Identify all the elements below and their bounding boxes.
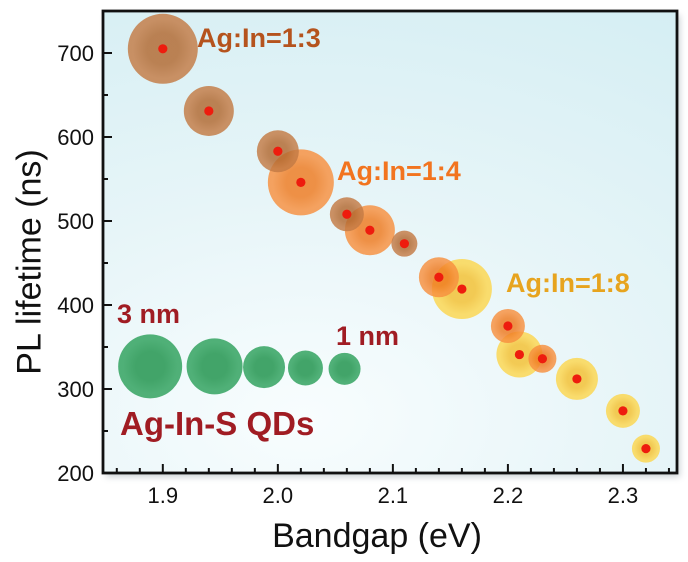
data-point-dot xyxy=(296,177,306,187)
x-tick-label: 1.9 xyxy=(148,483,179,508)
data-point-dot xyxy=(572,374,582,384)
size-legend-bubble xyxy=(287,350,323,386)
data-point-dots xyxy=(158,44,651,454)
size-legend-bubble xyxy=(243,346,286,389)
size-legend-label-1nm: 1 nm xyxy=(336,321,400,351)
data-point-dot xyxy=(204,106,214,116)
data-point-dot xyxy=(618,406,628,416)
series-label-ag-in-1-4: Ag:In=1:4 xyxy=(337,156,461,186)
data-point-dot xyxy=(342,209,352,219)
data-point-dot xyxy=(457,284,467,294)
data-point-dot xyxy=(537,354,548,364)
x-tick-label: 2.3 xyxy=(608,483,639,508)
series-label-ag-in-1-8: Ag:In=1:8 xyxy=(506,268,630,298)
size-legend-bubble xyxy=(118,334,183,399)
y-tick-label: 700 xyxy=(57,41,94,66)
x-tick-label: 2.1 xyxy=(378,483,409,508)
data-point-dot xyxy=(399,239,409,249)
size-legend-bubble xyxy=(186,338,243,395)
size-legend-bubble xyxy=(328,352,361,385)
plot-frame xyxy=(101,9,679,475)
data-bubbles xyxy=(118,13,660,463)
x-axis-title: Bandgap (eV) xyxy=(272,517,482,555)
y-axis-title: PL lifetime (ns) xyxy=(10,149,49,375)
x-tick-label: 2.2 xyxy=(493,483,524,508)
data-point-dot xyxy=(158,44,168,54)
y-tick-label: 400 xyxy=(57,293,94,318)
data-point-dot xyxy=(273,146,283,156)
caption-ag-in-s-qds: Ag-In-S QDs xyxy=(120,405,315,442)
data-point-dot xyxy=(434,272,444,282)
y-tick-label: 500 xyxy=(57,209,94,234)
data-point-dot xyxy=(514,349,525,360)
y-tick-labels: 200 300 400 500 600 700 xyxy=(57,41,94,486)
y-tick-label: 300 xyxy=(57,377,94,402)
x-tick-labels: 1.9 2.0 2.1 2.2 2.3 xyxy=(148,483,639,508)
data-point-dot xyxy=(365,225,375,235)
size-legend-label-3nm: 3 nm xyxy=(117,299,181,329)
data-point-dot xyxy=(503,321,513,331)
y-tick-label: 200 xyxy=(57,461,94,486)
series-label-ag-in-1-3: Ag:In=1:3 xyxy=(197,23,321,53)
x-tick-label: 2.0 xyxy=(263,483,294,508)
data-point-dot xyxy=(641,444,651,454)
y-tick-label: 600 xyxy=(57,125,94,150)
